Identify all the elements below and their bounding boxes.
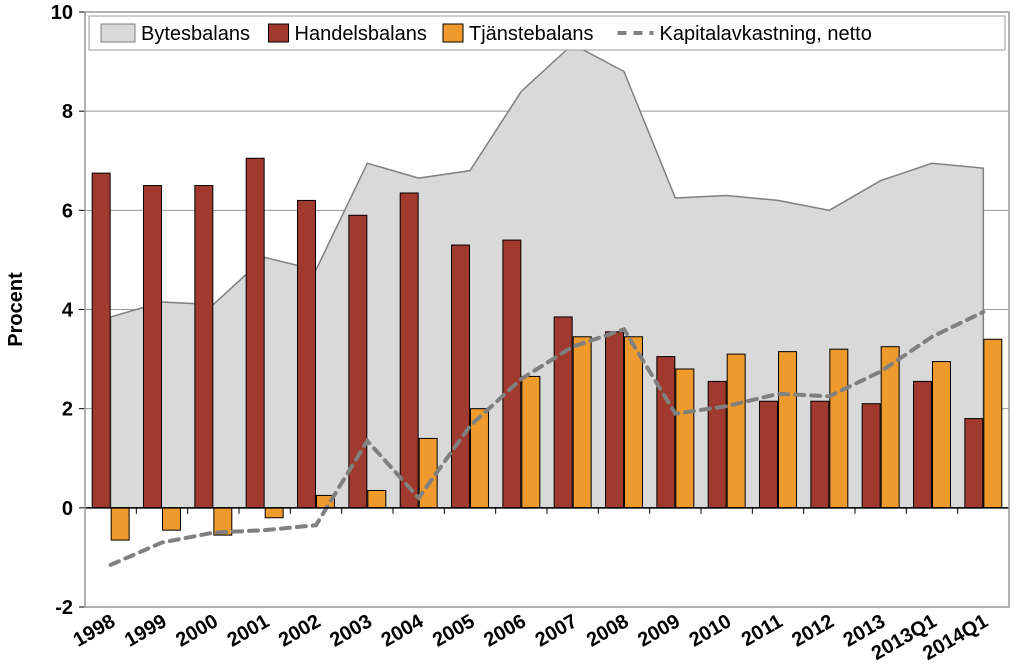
bar-tjanstebalans <box>573 337 591 508</box>
bar-tjanstebalans <box>368 490 386 507</box>
svg-text:2001: 2001 <box>224 610 274 651</box>
bar-tjanstebalans <box>625 337 643 508</box>
svg-text:6: 6 <box>62 200 73 222</box>
svg-text:2007: 2007 <box>532 610 582 651</box>
svg-text:2002: 2002 <box>275 610 325 651</box>
svg-text:Kapitalavkastning, netto: Kapitalavkastning, netto <box>660 23 872 45</box>
chart-svg: -2 0 2 4 6 8 10 Procent 199819992000200120022003… <box>0 0 1024 667</box>
chart-container: -2 0 2 4 6 8 10 Procent 199819992000200120022003… <box>0 0 1024 667</box>
svg-text:-2: -2 <box>55 597 73 619</box>
bar-handelsbalans <box>298 200 316 507</box>
svg-text:2012: 2012 <box>788 610 838 651</box>
svg-text:2000: 2000 <box>172 610 222 651</box>
bar-handelsbalans <box>92 173 110 508</box>
bar-tjanstebalans <box>830 349 848 508</box>
bar-tjanstebalans <box>881 347 899 508</box>
bar-tjanstebalans <box>984 339 1002 508</box>
bar-handelsbalans <box>862 404 880 508</box>
svg-text:Handelsbalans: Handelsbalans <box>295 23 427 45</box>
bar-tjanstebalans <box>111 508 129 540</box>
bar-handelsbalans <box>503 240 521 508</box>
bar-handelsbalans <box>554 317 572 508</box>
bar-tjanstebalans <box>163 508 181 530</box>
bar-handelsbalans <box>195 186 213 508</box>
svg-text:2010: 2010 <box>686 610 736 651</box>
svg-text:2006: 2006 <box>480 610 530 651</box>
svg-text:Bytesbalans: Bytesbalans <box>141 23 250 45</box>
bar-handelsbalans <box>965 419 983 508</box>
svg-text:2005: 2005 <box>429 610 479 651</box>
bar-handelsbalans <box>144 186 162 508</box>
bar-handelsbalans <box>708 381 726 507</box>
svg-text:4: 4 <box>62 300 74 322</box>
svg-text:Tjänstebalans: Tjänstebalans <box>469 23 594 45</box>
svg-text:2004: 2004 <box>378 610 428 652</box>
bar-tjanstebalans <box>265 508 283 518</box>
svg-text:2003: 2003 <box>326 610 376 651</box>
svg-text:8: 8 <box>62 101 73 123</box>
svg-text:0: 0 <box>62 498 73 520</box>
y-axis-label: Procent <box>5 272 27 347</box>
bar-handelsbalans <box>452 245 470 508</box>
bar-tjanstebalans <box>522 376 540 507</box>
bar-handelsbalans <box>811 401 829 508</box>
bar-tjanstebalans <box>933 362 951 508</box>
bar-handelsbalans <box>657 357 675 508</box>
bar-handelsbalans <box>400 193 418 508</box>
svg-text:2011: 2011 <box>738 610 787 651</box>
bar-handelsbalans <box>606 332 624 508</box>
svg-text:2009: 2009 <box>634 610 684 651</box>
svg-text:10: 10 <box>51 2 73 24</box>
bar-tjanstebalans <box>779 352 797 508</box>
bar-handelsbalans <box>914 381 932 507</box>
bar-tjanstebalans <box>676 369 694 508</box>
bar-handelsbalans <box>760 401 778 508</box>
svg-text:1998: 1998 <box>70 610 120 651</box>
svg-text:2: 2 <box>62 399 73 421</box>
bar-tjanstebalans <box>727 354 745 508</box>
svg-text:2008: 2008 <box>583 610 633 651</box>
bar-handelsbalans <box>246 158 264 508</box>
svg-text:1999: 1999 <box>121 610 171 651</box>
